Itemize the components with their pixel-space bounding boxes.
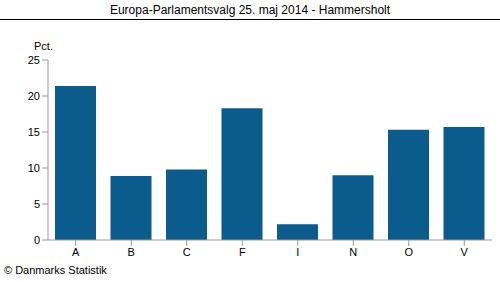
svg-text:V: V	[461, 246, 469, 258]
html-text:© Danmarks Statistik: © Danmarks Statistik	[4, 264, 107, 276]
svg-text:25: 25	[28, 54, 40, 66]
svg-text:20: 20	[28, 90, 40, 102]
svg-text:O: O	[404, 246, 413, 258]
html-text:Pct.: Pct.	[34, 40, 53, 52]
svg-text:B: B	[128, 246, 135, 258]
svg-text:N: N	[349, 246, 357, 258]
svg-text:A: A	[72, 246, 80, 258]
svg-text:F: F	[239, 246, 246, 258]
html-text:Europa-Parlamentsvalg 25. maj: Europa-Parlamentsvalg 25. maj 2014 - Ham…	[109, 3, 391, 17]
svg-text:5: 5	[34, 198, 40, 210]
svg-text:10: 10	[28, 162, 40, 174]
svg-text:C: C	[183, 246, 191, 258]
svg-text:I: I	[296, 246, 299, 258]
svg-text:15: 15	[28, 126, 40, 138]
svg-text:0: 0	[34, 234, 40, 246]
